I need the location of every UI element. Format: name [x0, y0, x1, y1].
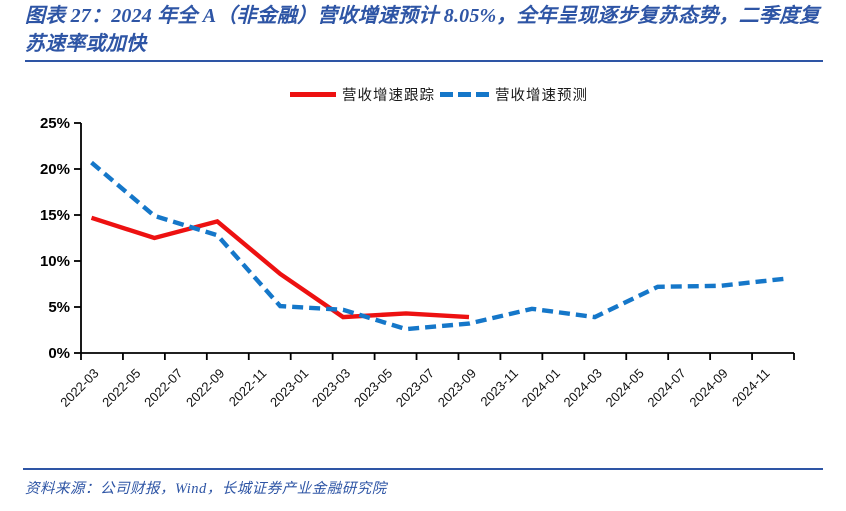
- x-axis-label: 2024-11: [729, 366, 773, 410]
- y-axis-label: 10%: [40, 253, 70, 270]
- x-axis-label: 2024-09: [686, 366, 730, 410]
- y-axis-label: 25%: [40, 115, 70, 132]
- legend-item-tracking: 营收增速跟踪: [290, 84, 435, 105]
- tracking-series-line: [90, 215, 470, 320]
- forecast-series-line: [90, 160, 784, 332]
- x-axis-label: 2023-05: [351, 366, 395, 410]
- x-axis-label: 2023-09: [435, 366, 479, 410]
- legend-item-forecast: 营收增速预测: [440, 84, 588, 105]
- x-axis-label: 2024-03: [561, 366, 605, 410]
- y-axis-label: 5%: [48, 299, 70, 316]
- title-divider: [25, 60, 823, 62]
- source-divider: [23, 468, 823, 470]
- source-note: 资料来源：公司财报，Wind，长城证券产业金融研究院: [25, 481, 387, 497]
- x-axis-label: 2022-07: [141, 366, 185, 410]
- x-axis-label: 2022-11: [226, 366, 270, 410]
- dashed-line-swatch: [440, 92, 489, 97]
- x-axis-label: 2023-01: [267, 366, 311, 410]
- x-axis-label: 2022-09: [183, 366, 227, 410]
- x-axis-label: 2023-11: [477, 366, 521, 410]
- x-axis-label: 2022-03: [57, 366, 101, 410]
- x-axis-label: 2024-01: [519, 366, 563, 410]
- legend-label: 营收增速预测: [495, 88, 588, 104]
- y-axis-label: 0%: [48, 345, 70, 362]
- legend-label: 营收增速跟踪: [342, 88, 435, 104]
- y-axis-label: 15%: [40, 207, 70, 224]
- figure-title: 图表 27：2024 年全 A（非金融）营收增速预计 8.05%，全年呈现逐步复…: [25, 5, 820, 55]
- x-axis-label: 2023-07: [393, 366, 437, 410]
- solid-line-swatch: [290, 92, 336, 97]
- x-axis-label: 2024-05: [602, 366, 646, 410]
- x-axis-label: 2024-07: [644, 366, 688, 410]
- x-axis-label: 2022-05: [99, 366, 143, 410]
- revenue-growth-line-chart: 0%5%10%15%20%25%2022-032022-052022-07202…: [40, 115, 795, 410]
- y-axis-label: 20%: [40, 161, 70, 178]
- x-axis-label: 2023-03: [309, 366, 353, 410]
- chart-legend: 营收增速跟踪 营收增速预测: [0, 84, 846, 105]
